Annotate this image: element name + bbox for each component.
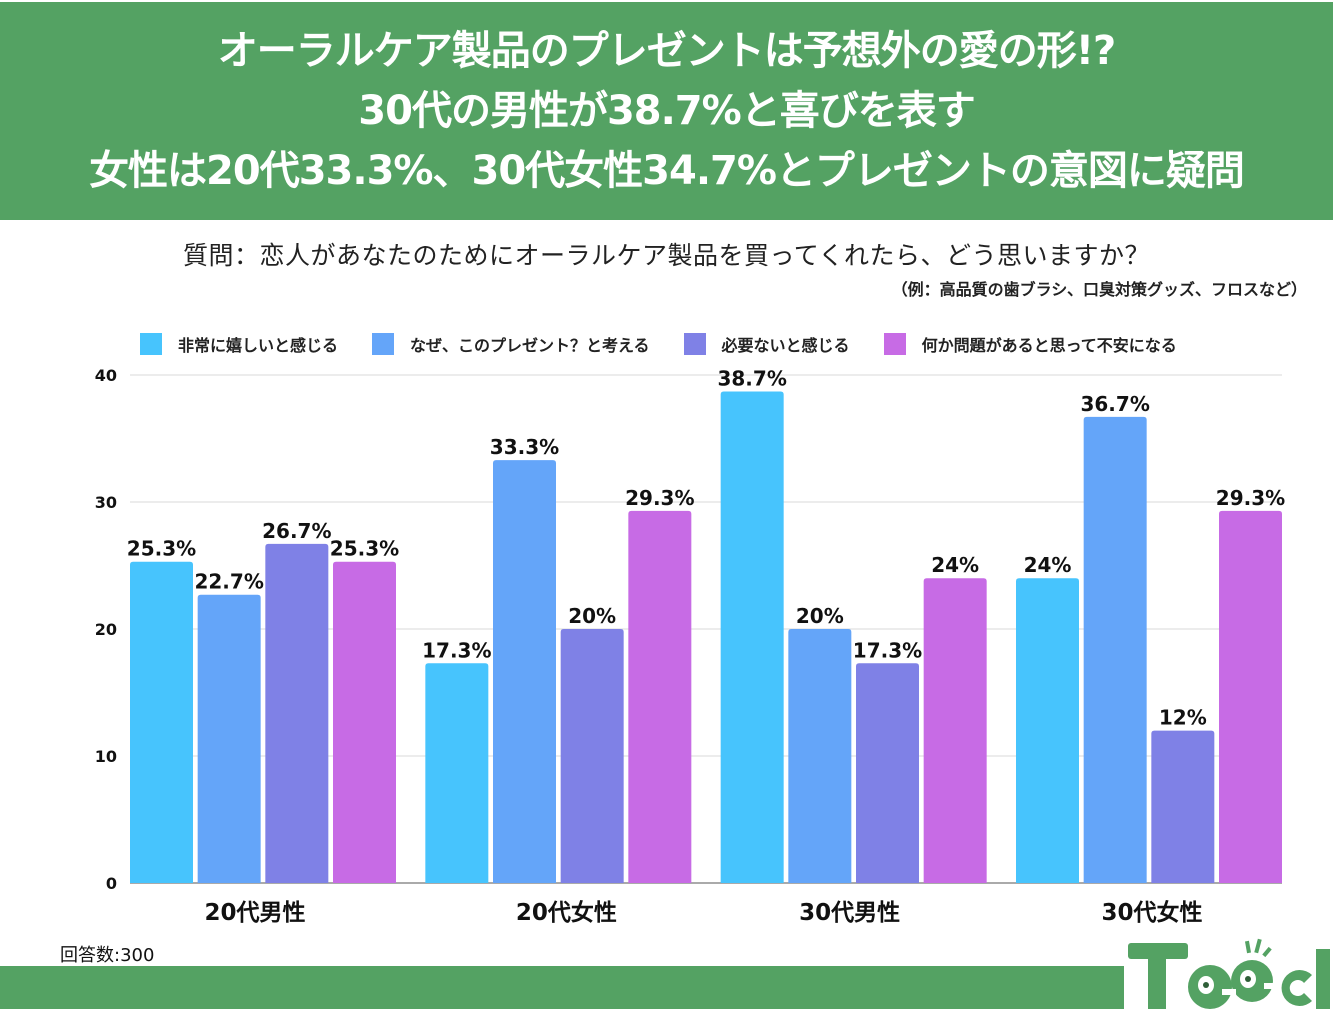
- bar-value-label: 33.3%: [490, 435, 559, 459]
- chart-legend: 非常に嬉しいと感じる なぜ、このプレゼント？と考える 必要ないと感じる 何か問題…: [140, 332, 1211, 356]
- legend-label: 必要ないと感じる: [721, 336, 850, 355]
- bar-value-label: 26.7%: [262, 519, 331, 543]
- x-category-label: 20代女性: [516, 899, 617, 926]
- bar: [923, 578, 987, 883]
- bar-value-label: 29.3%: [1216, 486, 1285, 510]
- bar-value-label: 25.3%: [127, 537, 196, 561]
- title-banner: オーラルケア製品のプレゼントは予想外の愛の形!? 30代の男性が38.7%と喜び…: [0, 2, 1333, 220]
- legend-item: なぜ、このプレゼント？と考える: [372, 332, 650, 356]
- bar-value-label: 29.3%: [625, 486, 694, 510]
- bars: [130, 391, 1282, 883]
- bar-value-label: 25.3%: [330, 537, 399, 561]
- bar-value-label: 17.3%: [853, 638, 922, 662]
- bar: [720, 391, 784, 883]
- bar-value-label: 20%: [796, 604, 844, 628]
- bar-value-label: 17.3%: [422, 638, 491, 662]
- bar-value-label: 22.7%: [194, 570, 263, 594]
- legend-label: 何か問題があると思って不安になる: [921, 336, 1177, 355]
- y-tick-label: 0: [106, 874, 117, 893]
- footer-band: [0, 966, 1124, 1009]
- bar: [1083, 416, 1147, 883]
- bar: [628, 510, 692, 883]
- y-tick-label: 40: [95, 366, 117, 385]
- legend-label: なぜ、このプレゼント？と考える: [410, 336, 650, 355]
- x-category-label: 20代男性: [204, 900, 305, 926]
- bar: [788, 629, 852, 883]
- bar: [1219, 510, 1282, 883]
- legend-swatch: [883, 333, 906, 355]
- legend-swatch: [372, 333, 395, 355]
- bar-value-label: 24%: [931, 553, 979, 577]
- legend-item: 何か問題があると思って不安になる: [883, 332, 1177, 356]
- bar: [1151, 730, 1215, 883]
- y-axis-ticks: 0 10 20 30 40: [95, 366, 117, 893]
- legend-swatch: [140, 333, 162, 355]
- bar: [425, 663, 489, 883]
- bar-value-label: 24%: [1024, 553, 1072, 577]
- bar: [333, 561, 396, 883]
- x-category-label: 30代男性: [799, 900, 900, 926]
- question-note: （例：高品質の歯ブラシ、口臭対策グッズ、フロスなど）: [891, 280, 1307, 299]
- bar-value-label: 20%: [568, 604, 616, 628]
- bar-value-label: 12%: [1159, 706, 1207, 730]
- bar: [197, 594, 261, 883]
- legend-item: 非常に嬉しいと感じる: [140, 332, 338, 356]
- bar-value-label: 38.7%: [717, 367, 786, 391]
- bar: [130, 561, 193, 883]
- bar-labels: 25.3%22.7%26.7%25.3%17.3%33.3%20%29.3%38…: [127, 367, 1285, 730]
- y-tick-label: 30: [95, 493, 117, 512]
- x-axis-categories: 20代男性 20代女性 30代男性 30代女性: [204, 899, 1202, 926]
- sample-size: 回答数:300: [60, 945, 155, 966]
- y-tick-label: 10: [95, 747, 117, 766]
- y-tick-label: 20: [95, 620, 117, 639]
- title-line-2: 30代の男性が38.7%と喜びを表す: [358, 88, 975, 134]
- bar: [856, 663, 919, 883]
- survey-question: 質問：恋人があなたのためにオーラルケア製品を買ってくれたら、どう思いますか？: [182, 241, 1150, 270]
- legend-label: 非常に嬉しいと感じる: [178, 336, 339, 355]
- legend-item: 必要ないと感じる: [683, 332, 850, 356]
- bar: [560, 629, 624, 883]
- bar: [493, 460, 556, 883]
- x-category-label: 30代女性: [1101, 899, 1202, 926]
- legend-swatch: [683, 333, 706, 355]
- bar: [1016, 578, 1079, 883]
- title-line-1: オーラルケア製品のプレゼントは予想外の愛の形!?: [217, 28, 1116, 74]
- bar-value-label: 36.7%: [1080, 392, 1149, 416]
- bar: [265, 543, 329, 883]
- title-line-3: 女性は20代33.3%、30代女性34.7%とプレゼントの意図に疑問: [89, 148, 1245, 194]
- teech-logo: [1128, 938, 1330, 1009]
